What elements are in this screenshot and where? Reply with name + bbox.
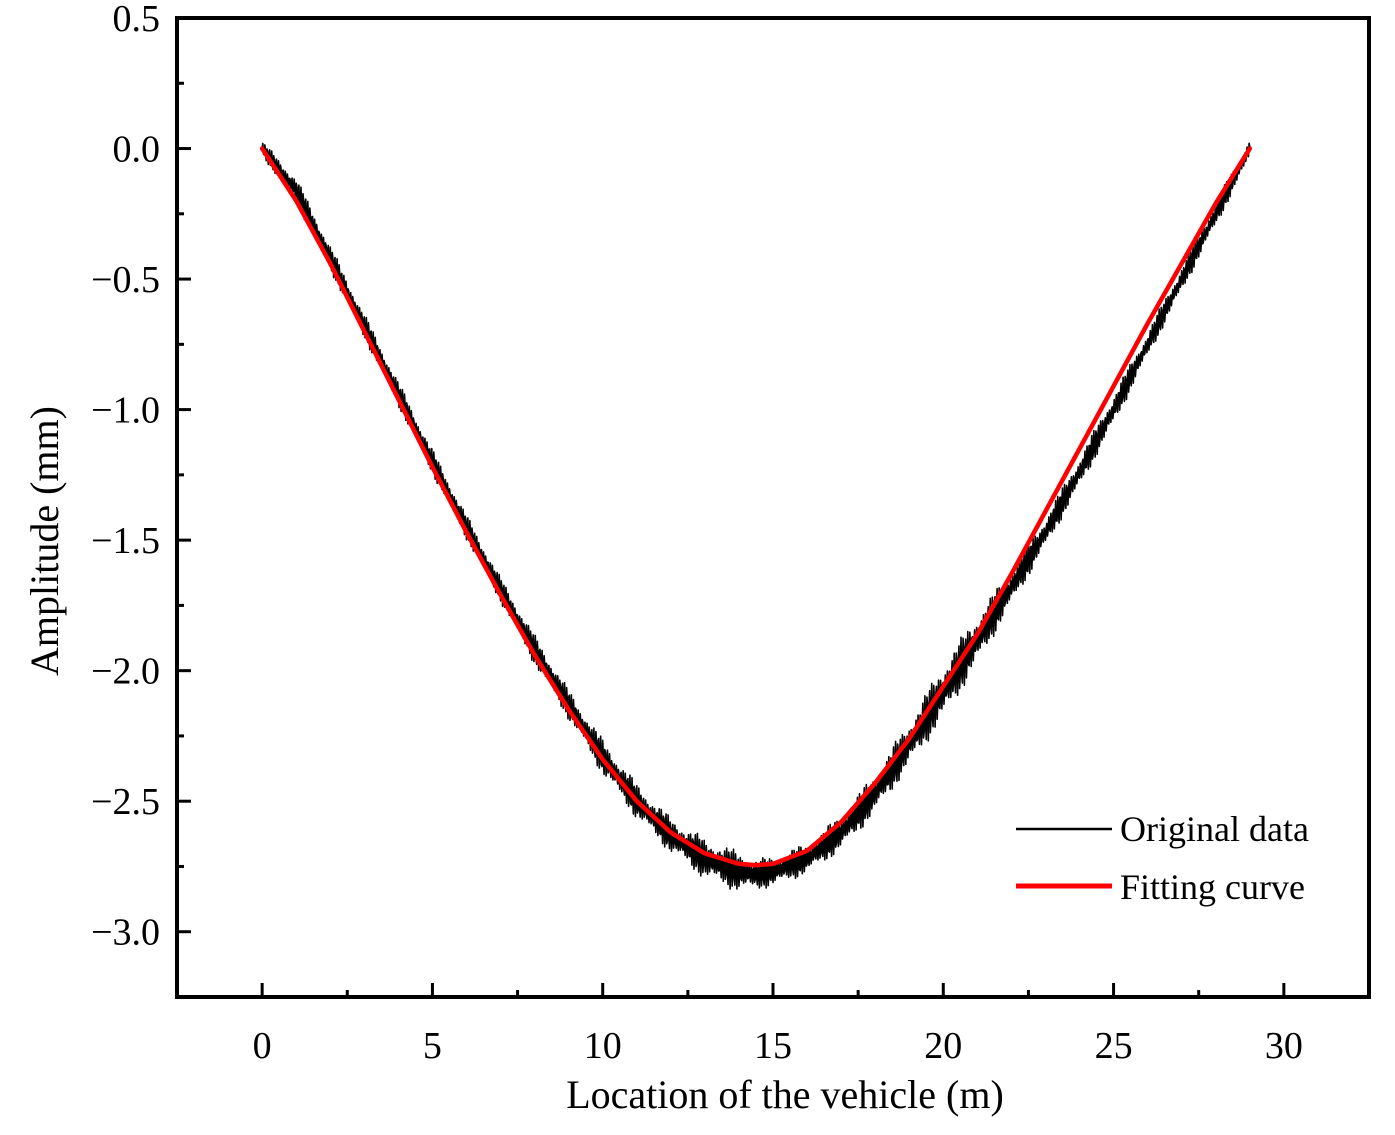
y-tick-label-6: −2.5 — [91, 781, 160, 823]
tick-labels: 0 5 10 15 20 25 30 0.5 0.0 −0.5 −1.0 −1.5 −2.0 −2.5 −3… — [91, 0, 1303, 1067]
series — [259, 142, 1253, 890]
ticks — [177, 16, 1286, 997]
series-original-data — [261, 142, 1251, 890]
y-tick-label-1: 0.0 — [113, 129, 161, 171]
x-tick-label-4: 20 — [924, 1025, 962, 1067]
y-tick-label-7: −3.0 — [91, 912, 160, 954]
series-fitting-curve — [259, 146, 1253, 868]
legend: Original data Fitting curve — [1016, 809, 1309, 907]
y-tick-label-3: −1.0 — [91, 390, 160, 432]
x-tick-label-2: 10 — [584, 1025, 622, 1067]
plot-frame — [175, 16, 1371, 999]
y-tick-label-5: −2.0 — [91, 651, 160, 693]
legend-label-fitting-curve: Fitting curve — [1120, 867, 1305, 907]
y-tick-label-0: 0.5 — [113, 0, 161, 40]
legend-label-original-data: Original data — [1120, 809, 1309, 849]
y-tick-label-2: −0.5 — [91, 259, 160, 301]
y-axis-label: Amplitude (mm) — [22, 406, 67, 676]
x-tick-label-3: 15 — [754, 1025, 792, 1067]
x-tick-label-1: 5 — [423, 1025, 442, 1067]
y-tick-label-4: −1.5 — [91, 520, 160, 562]
x-tick-label-6: 30 — [1265, 1025, 1303, 1067]
x-axis-label: Location of the vehicle (m) — [566, 1072, 1004, 1117]
x-tick-label-5: 25 — [1095, 1025, 1133, 1067]
x-tick-label-0: 0 — [253, 1025, 272, 1067]
